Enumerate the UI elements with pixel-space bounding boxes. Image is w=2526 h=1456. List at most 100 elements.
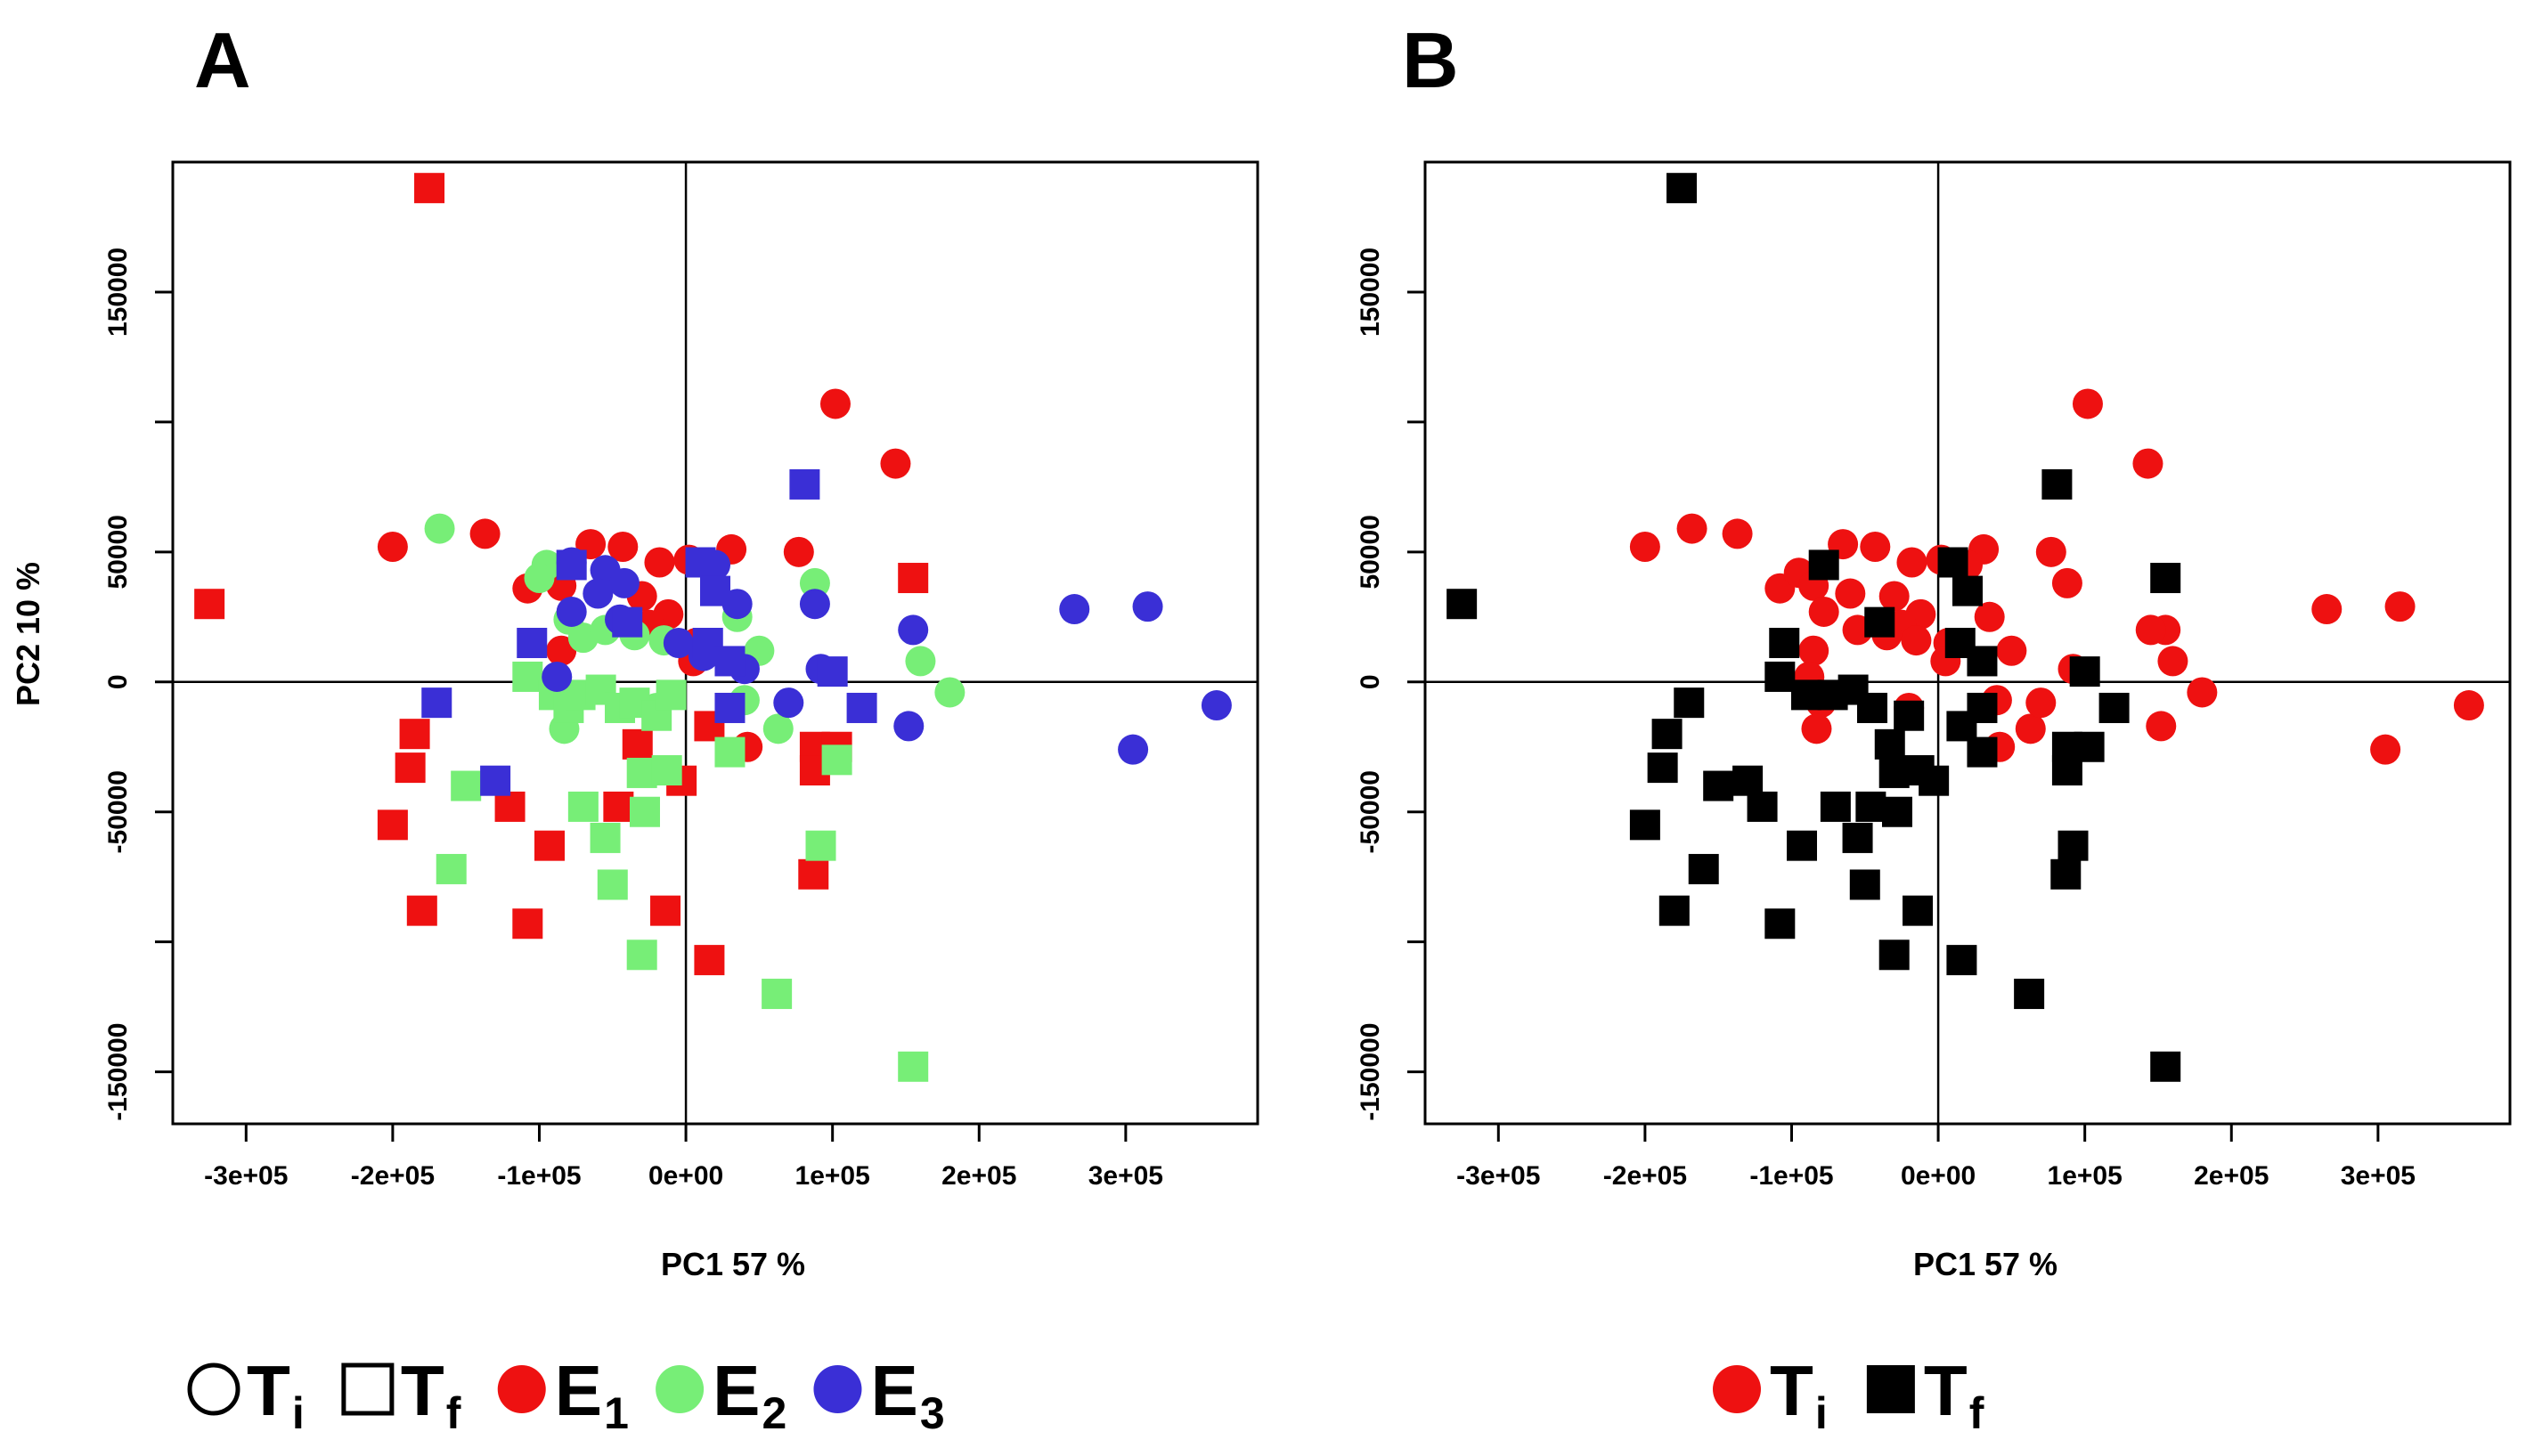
data-point [1881,796,1912,827]
data-point [1903,755,1935,786]
data-point [395,752,426,784]
data-point [799,567,830,598]
data-point [1874,728,1905,760]
data-point [1787,830,1818,861]
legend-circle-icon [1713,1365,1761,1413]
data-point [1801,713,1832,744]
data-point [1747,791,1778,822]
data-point [817,656,848,687]
data-point [789,468,820,500]
legend-subscript: i [292,1388,305,1438]
data-point [622,728,653,760]
data-point [1201,690,1232,721]
data-point [1808,549,1839,581]
data-point [694,945,725,976]
y-tick-label: -50000 [1356,770,1385,853]
x-tick-label: -2e+05 [351,1161,435,1191]
x-tick-label: 0e+00 [1901,1161,1976,1191]
legend-label: E [555,1351,602,1430]
y-tick-label: 150000 [1356,248,1385,337]
data-point [603,791,634,822]
x-tick-label: -1e+05 [1749,1161,1833,1191]
plot-frame [171,160,1259,1126]
data-point [1647,752,1678,784]
data-point [1896,547,1927,578]
panel-letter: A [194,16,251,104]
data-point [1688,853,1719,884]
data-point [798,858,829,890]
legend-open-circle-icon [187,1362,240,1416]
data-point [512,908,543,939]
data-point [1790,679,1821,711]
data-point [546,635,577,666]
legend-label: T [1924,1351,1968,1430]
data-point [762,713,794,744]
data-point [524,563,555,594]
legend-label: E [713,1351,760,1430]
series-ti [1629,388,2484,765]
legend-square-icon [1866,1365,1915,1413]
data-point [1132,591,1163,622]
data-point [2051,755,2082,786]
data-point [1903,895,1934,926]
data-point [821,744,852,776]
data-point [1651,719,1683,750]
data-point [2072,388,2103,419]
data-point [1974,601,2005,632]
data-point [436,853,467,884]
data-point [2453,690,2484,721]
data-point [1946,711,1977,742]
data-point [1629,532,1660,562]
data-point [2014,979,2045,1010]
data-point [1849,869,1880,900]
data-point [1857,692,1888,723]
data-point [597,869,628,900]
legend-label: T [247,1351,290,1430]
series-e2-tf [436,661,929,1082]
data-point [1967,646,1998,677]
data-point [1952,575,1983,606]
x-tick-label: 2e+05 [941,1161,1016,1191]
data-point [194,589,225,620]
data-point [2035,536,2066,567]
data-point [1658,895,1690,926]
x-tick-label: 1e+05 [795,1161,870,1191]
legend-subscript: i [1815,1388,1828,1438]
data-point [421,687,452,719]
data-point [1894,700,1925,731]
data-point [1666,173,1698,204]
legend-label: T [1770,1351,1813,1430]
data-point [517,628,548,658]
data-point [399,719,430,750]
legend-subscript: 1 [604,1388,629,1438]
data-point [714,736,746,768]
data-point [567,791,599,822]
data-point [1118,734,1149,765]
data-point [556,596,587,627]
data-point [644,547,675,578]
data-point [2187,677,2218,708]
data-point [783,536,814,567]
panel-a: A -3e+05 -2e+05 -1e+05 0e+00 1e+05 2e+05 3e+05 -… [10,16,1259,1282]
data-point [1946,945,1977,976]
data-point [2370,734,2401,765]
data-point [805,830,836,861]
data-point [469,518,501,549]
data-point [2132,448,2163,479]
data-point [1878,939,1910,971]
data-point [626,939,657,971]
y-axis-title: PC2 10 % [10,562,46,706]
data-point [612,606,643,638]
y-tick-label: 50000 [103,515,133,589]
data-point [2057,830,2089,861]
data-point [2069,656,2100,687]
data-point [846,692,877,723]
data-point [2311,594,2343,625]
legend-label: E [870,1351,917,1430]
data-point [494,791,526,822]
data-point [2025,687,2057,719]
data-point [406,895,437,926]
y-tick-label: 0 [103,674,133,689]
data-point [1732,765,1764,796]
